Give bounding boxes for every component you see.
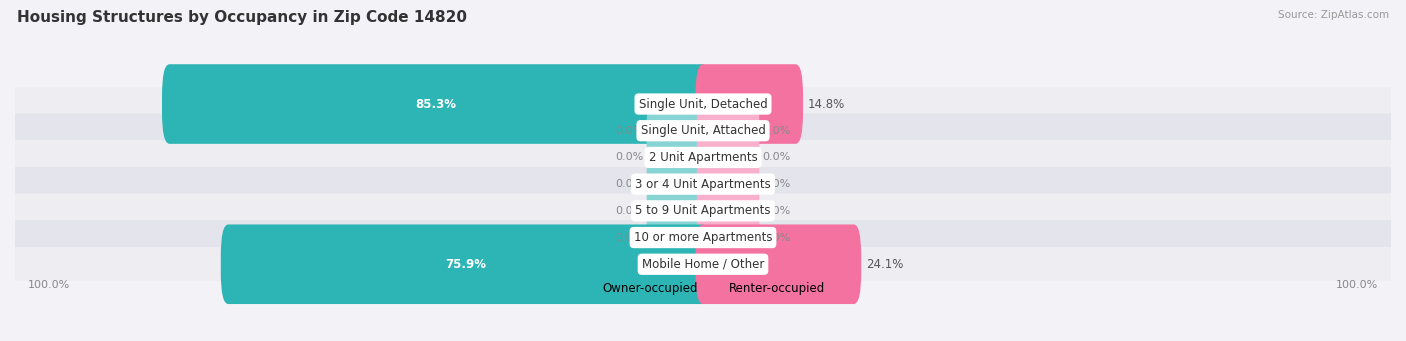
Text: Single Unit, Detached: Single Unit, Detached	[638, 98, 768, 110]
Text: Single Unit, Attached: Single Unit, Attached	[641, 124, 765, 137]
FancyBboxPatch shape	[647, 150, 709, 219]
Text: 14.8%: 14.8%	[808, 98, 845, 110]
Text: 0.0%: 0.0%	[616, 179, 644, 189]
Text: 100.0%: 100.0%	[28, 280, 70, 290]
Text: 2 Unit Apartments: 2 Unit Apartments	[648, 151, 758, 164]
Text: 85.3%: 85.3%	[416, 98, 457, 110]
FancyBboxPatch shape	[14, 167, 1392, 202]
Text: 0.0%: 0.0%	[762, 179, 790, 189]
FancyBboxPatch shape	[697, 176, 759, 245]
Legend: Owner-occupied, Renter-occupied: Owner-occupied, Renter-occupied	[576, 278, 830, 300]
Text: 75.9%: 75.9%	[446, 258, 486, 271]
Text: Source: ZipAtlas.com: Source: ZipAtlas.com	[1278, 10, 1389, 20]
Text: 100.0%: 100.0%	[1336, 280, 1378, 290]
FancyBboxPatch shape	[697, 96, 759, 165]
FancyBboxPatch shape	[696, 224, 862, 304]
Text: 5 to 9 Unit Apartments: 5 to 9 Unit Apartments	[636, 204, 770, 217]
Text: 24.1%: 24.1%	[866, 258, 904, 271]
FancyBboxPatch shape	[221, 224, 710, 304]
FancyBboxPatch shape	[697, 150, 759, 219]
Text: Housing Structures by Occupancy in Zip Code 14820: Housing Structures by Occupancy in Zip C…	[17, 10, 467, 25]
Text: 0.0%: 0.0%	[616, 152, 644, 162]
Text: 0.0%: 0.0%	[762, 152, 790, 162]
FancyBboxPatch shape	[647, 203, 709, 272]
Text: 10 or more Apartments: 10 or more Apartments	[634, 231, 772, 244]
FancyBboxPatch shape	[647, 123, 709, 192]
Text: 0.0%: 0.0%	[616, 126, 644, 136]
FancyBboxPatch shape	[14, 247, 1392, 282]
FancyBboxPatch shape	[14, 140, 1392, 175]
FancyBboxPatch shape	[697, 203, 759, 272]
Text: 0.0%: 0.0%	[616, 206, 644, 216]
FancyBboxPatch shape	[14, 193, 1392, 228]
FancyBboxPatch shape	[14, 87, 1392, 121]
FancyBboxPatch shape	[14, 220, 1392, 255]
Text: 0.0%: 0.0%	[762, 126, 790, 136]
Text: 0.0%: 0.0%	[616, 233, 644, 242]
Text: 0.0%: 0.0%	[762, 206, 790, 216]
FancyBboxPatch shape	[696, 64, 803, 144]
Text: 0.0%: 0.0%	[762, 233, 790, 242]
FancyBboxPatch shape	[647, 176, 709, 245]
Text: 3 or 4 Unit Apartments: 3 or 4 Unit Apartments	[636, 178, 770, 191]
FancyBboxPatch shape	[647, 96, 709, 165]
FancyBboxPatch shape	[697, 123, 759, 192]
Text: Mobile Home / Other: Mobile Home / Other	[641, 258, 765, 271]
FancyBboxPatch shape	[14, 113, 1392, 148]
FancyBboxPatch shape	[162, 64, 710, 144]
